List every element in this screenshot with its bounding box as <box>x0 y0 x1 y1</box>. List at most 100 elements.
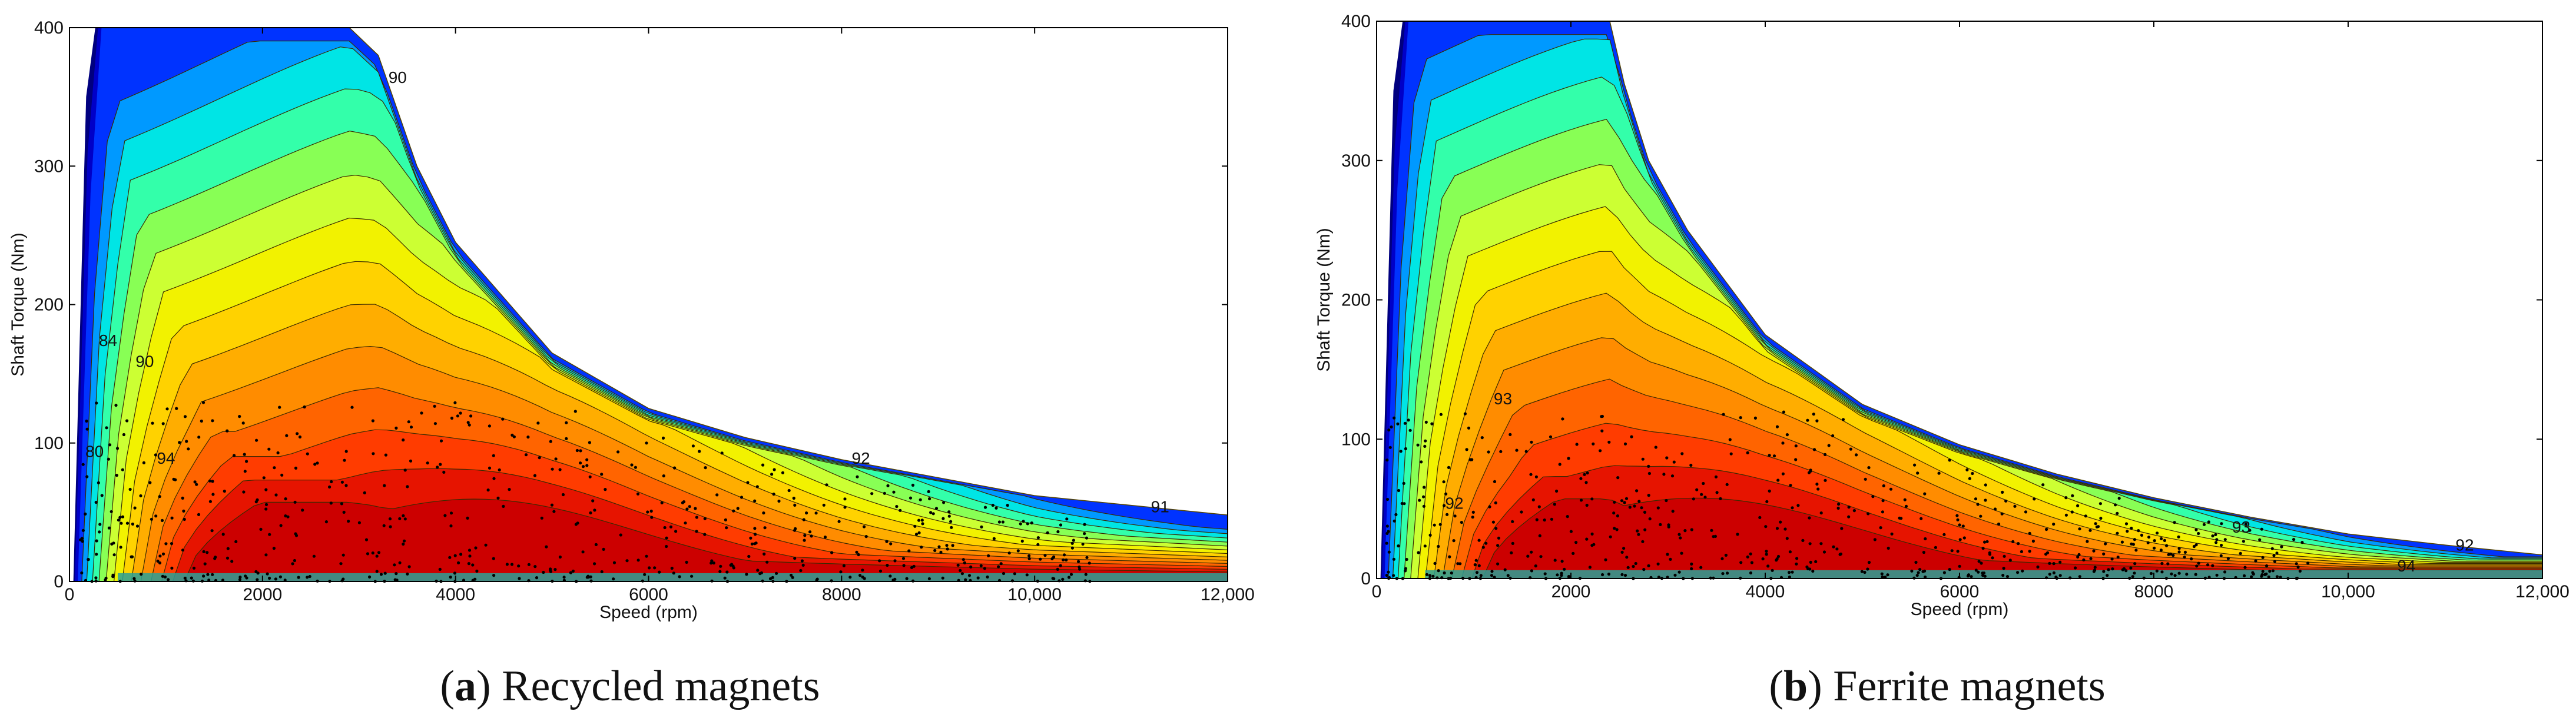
operating-point <box>2183 556 2186 559</box>
operating-point <box>753 499 757 503</box>
operating-point <box>268 533 271 536</box>
operating-point <box>1477 538 1481 542</box>
max-torque-envelope <box>1376 21 2543 579</box>
operating-point <box>907 549 911 553</box>
operating-point <box>1529 473 1533 476</box>
operating-point <box>449 576 452 579</box>
operating-point <box>183 517 186 521</box>
operating-point <box>1648 517 1652 521</box>
operating-point <box>1624 497 1629 500</box>
operating-point <box>364 538 369 541</box>
operating-point <box>1981 574 1985 577</box>
operating-point <box>1019 522 1022 526</box>
operating-point <box>264 553 268 557</box>
operating-point <box>84 512 87 516</box>
operating-point <box>1388 446 1392 449</box>
operating-point <box>1662 473 1666 476</box>
operating-point <box>1620 550 1624 554</box>
operating-point <box>1958 538 1962 541</box>
operating-point <box>1637 500 1641 503</box>
operating-point <box>357 521 362 524</box>
operating-point <box>1065 517 1069 521</box>
operating-point <box>438 567 442 571</box>
operating-point <box>802 518 805 521</box>
operating-point <box>94 576 98 580</box>
operating-point <box>1590 497 1594 501</box>
operating-point <box>2111 567 2114 571</box>
operating-point <box>190 576 193 580</box>
operating-point <box>1719 497 1722 500</box>
operating-point <box>313 463 317 466</box>
operating-point <box>1981 547 1985 550</box>
operating-point <box>1539 555 1543 559</box>
operating-point <box>2070 510 2074 514</box>
operating-point <box>1036 543 1040 546</box>
operating-point <box>1088 561 1091 565</box>
operating-point <box>456 414 460 418</box>
operating-point <box>1775 425 1779 428</box>
operating-point <box>1496 544 1500 547</box>
operating-point <box>858 574 862 577</box>
operating-point <box>183 576 187 580</box>
contour-label: 94 <box>157 449 175 467</box>
operating-point <box>542 570 545 574</box>
operating-point <box>1027 557 1031 561</box>
operating-point <box>1977 570 1980 574</box>
operating-point <box>1725 483 1729 486</box>
operating-point <box>934 507 939 510</box>
operating-point <box>1919 517 1923 520</box>
operating-point <box>1600 414 1604 418</box>
operating-point <box>665 544 668 549</box>
operating-point <box>1781 472 1785 476</box>
operating-point <box>214 556 217 559</box>
operating-point <box>1809 470 1812 473</box>
operating-point <box>746 481 750 484</box>
operating-point <box>243 470 247 473</box>
operating-point <box>122 433 125 437</box>
operating-point <box>1785 433 1789 437</box>
operating-point <box>1607 572 1611 576</box>
operating-point <box>1535 518 1539 521</box>
operating-point <box>645 441 648 445</box>
operating-point <box>457 561 460 565</box>
operating-point <box>992 537 996 540</box>
operating-point <box>161 552 165 556</box>
operating-point <box>616 450 620 454</box>
operating-point <box>1397 488 1401 493</box>
operating-point <box>963 561 966 565</box>
operating-point <box>1616 476 1620 480</box>
operating-point <box>886 484 890 488</box>
operating-point <box>1715 491 1719 494</box>
operating-point <box>262 476 266 480</box>
operating-point <box>2097 525 2100 528</box>
operating-point <box>2028 531 2031 536</box>
operating-point <box>366 552 370 556</box>
operating-point <box>2002 567 2005 570</box>
operating-point <box>420 411 423 415</box>
operating-point <box>2226 557 2230 560</box>
operating-point <box>1669 557 1672 561</box>
operating-point <box>1886 573 1889 577</box>
operating-point <box>2102 552 2106 556</box>
operating-point <box>2298 569 2302 573</box>
operating-point <box>1659 523 1662 527</box>
operating-point <box>673 466 677 470</box>
operating-point <box>2104 542 2107 546</box>
operating-point <box>549 440 552 443</box>
operating-point <box>1534 475 1538 478</box>
operating-point <box>1560 560 1564 563</box>
operating-point <box>1402 481 1405 486</box>
operating-point <box>1491 520 1495 524</box>
operating-point <box>2003 554 2006 558</box>
operating-point <box>104 576 108 580</box>
y-axis-label: Shaft Torque (Nm) <box>8 232 28 377</box>
operating-point <box>95 401 98 405</box>
operating-point <box>1673 573 1677 577</box>
operating-point <box>589 511 592 515</box>
operating-point <box>718 570 722 573</box>
operating-point <box>306 452 309 456</box>
operating-point <box>581 465 585 468</box>
operating-point <box>469 414 473 418</box>
x-tick-label: 4000 <box>1746 582 1785 601</box>
x-tick-label: 8000 <box>2134 582 2174 601</box>
